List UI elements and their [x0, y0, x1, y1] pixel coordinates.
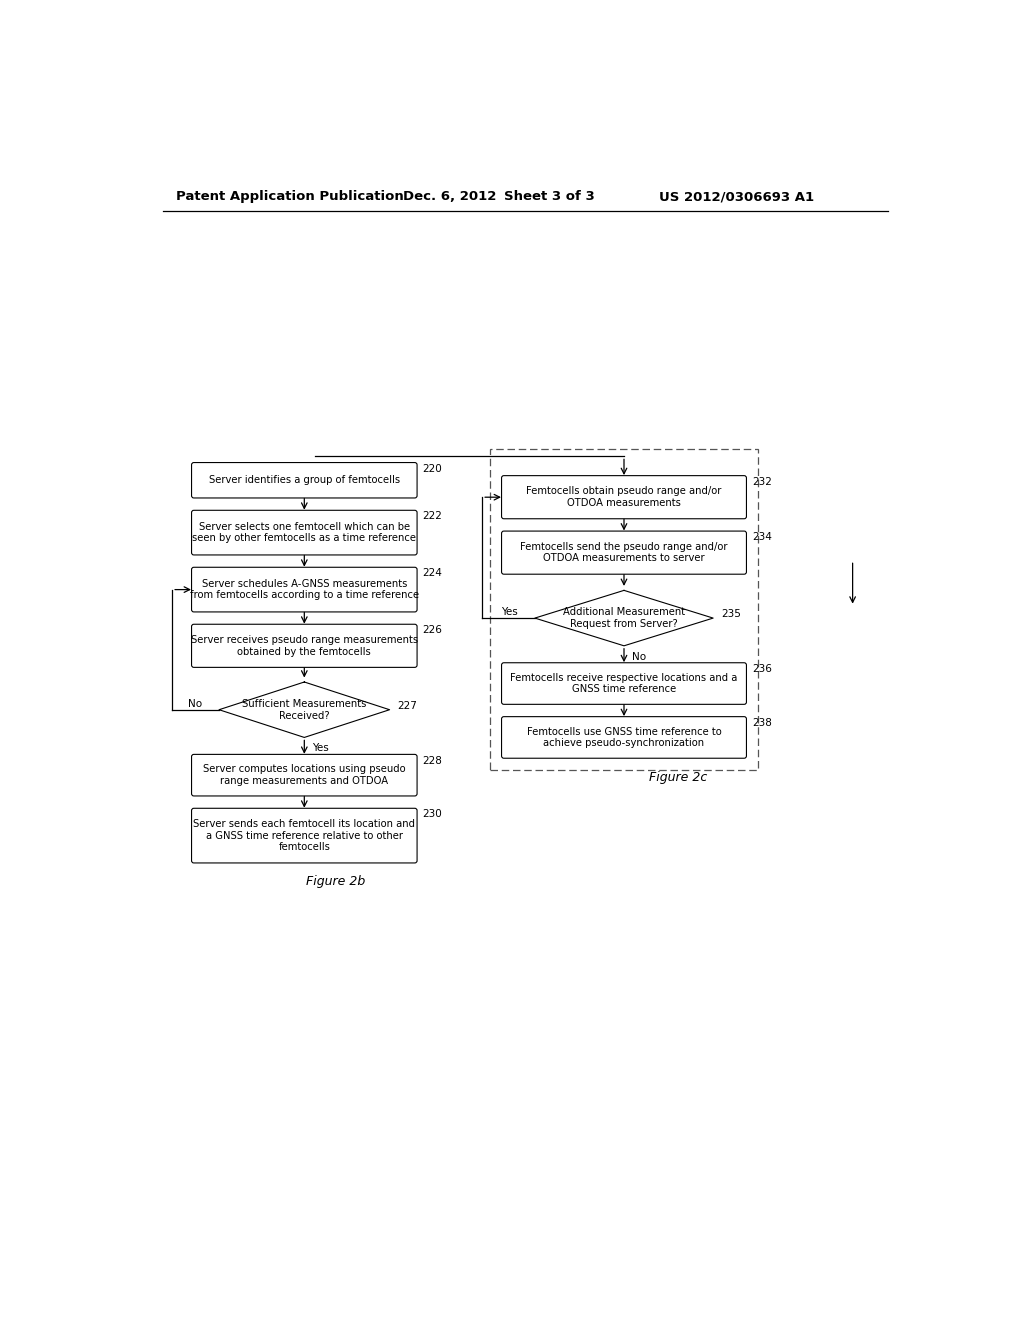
Text: 226: 226	[423, 626, 442, 635]
Text: Dec. 6, 2012: Dec. 6, 2012	[403, 190, 497, 203]
Text: No: No	[187, 698, 202, 709]
FancyBboxPatch shape	[502, 663, 746, 705]
Text: Patent Application Publication: Patent Application Publication	[176, 190, 403, 203]
Text: 222: 222	[423, 511, 442, 521]
Text: Server identifies a group of femtocells: Server identifies a group of femtocells	[209, 475, 400, 486]
Text: US 2012/0306693 A1: US 2012/0306693 A1	[658, 190, 814, 203]
Text: Figure 2c: Figure 2c	[649, 771, 708, 784]
FancyBboxPatch shape	[191, 808, 417, 863]
Text: 224: 224	[423, 569, 442, 578]
FancyBboxPatch shape	[502, 531, 746, 574]
Polygon shape	[535, 590, 713, 645]
Text: Server receives pseudo range measurements
obtained by the femtocells: Server receives pseudo range measurement…	[190, 635, 418, 656]
Text: Femtocells send the pseudo range and/or
OTDOA measurements to server: Femtocells send the pseudo range and/or …	[520, 541, 728, 564]
Text: 230: 230	[423, 809, 442, 820]
Text: 227: 227	[397, 701, 417, 711]
Text: Femtocells receive respective locations and a
GNSS time reference: Femtocells receive respective locations …	[510, 673, 737, 694]
Text: 236: 236	[752, 664, 772, 675]
Text: Femtocells obtain pseudo range and/or
OTDOA measurements: Femtocells obtain pseudo range and/or OT…	[526, 486, 722, 508]
Text: No: No	[632, 652, 646, 661]
FancyBboxPatch shape	[502, 475, 746, 519]
Polygon shape	[219, 682, 389, 738]
FancyBboxPatch shape	[502, 717, 746, 758]
Text: Additional Measurement
Request from Server?: Additional Measurement Request from Serv…	[563, 607, 685, 628]
Text: 228: 228	[423, 755, 442, 766]
Text: Server schedules A-GNSS measurements
from femtocells according to a time referen: Server schedules A-GNSS measurements fro…	[189, 578, 419, 601]
Text: 238: 238	[752, 718, 772, 727]
FancyBboxPatch shape	[191, 568, 417, 612]
Text: 232: 232	[752, 477, 772, 487]
Text: Server selects one femtocell which can be
seen by other femtocells as a time ref: Server selects one femtocell which can b…	[193, 521, 417, 544]
Text: Server computes locations using pseudo
range measurements and OTDOA: Server computes locations using pseudo r…	[203, 764, 406, 785]
FancyBboxPatch shape	[191, 511, 417, 554]
Text: Figure 2b: Figure 2b	[306, 875, 365, 888]
Text: 234: 234	[752, 532, 772, 543]
Text: Yes: Yes	[501, 607, 518, 616]
Text: Yes: Yes	[312, 743, 329, 754]
Text: 220: 220	[423, 463, 442, 474]
Text: Sufficient Measurements
Received?: Sufficient Measurements Received?	[242, 698, 367, 721]
Text: 235: 235	[721, 610, 740, 619]
FancyBboxPatch shape	[191, 755, 417, 796]
FancyBboxPatch shape	[191, 462, 417, 498]
Text: Femtocells use GNSS time reference to
achieve pseudo-synchronization: Femtocells use GNSS time reference to ac…	[526, 726, 721, 748]
FancyBboxPatch shape	[191, 624, 417, 668]
Text: Sheet 3 of 3: Sheet 3 of 3	[504, 190, 595, 203]
Text: Server sends each femtocell its location and
a GNSS time reference relative to o: Server sends each femtocell its location…	[194, 818, 416, 853]
